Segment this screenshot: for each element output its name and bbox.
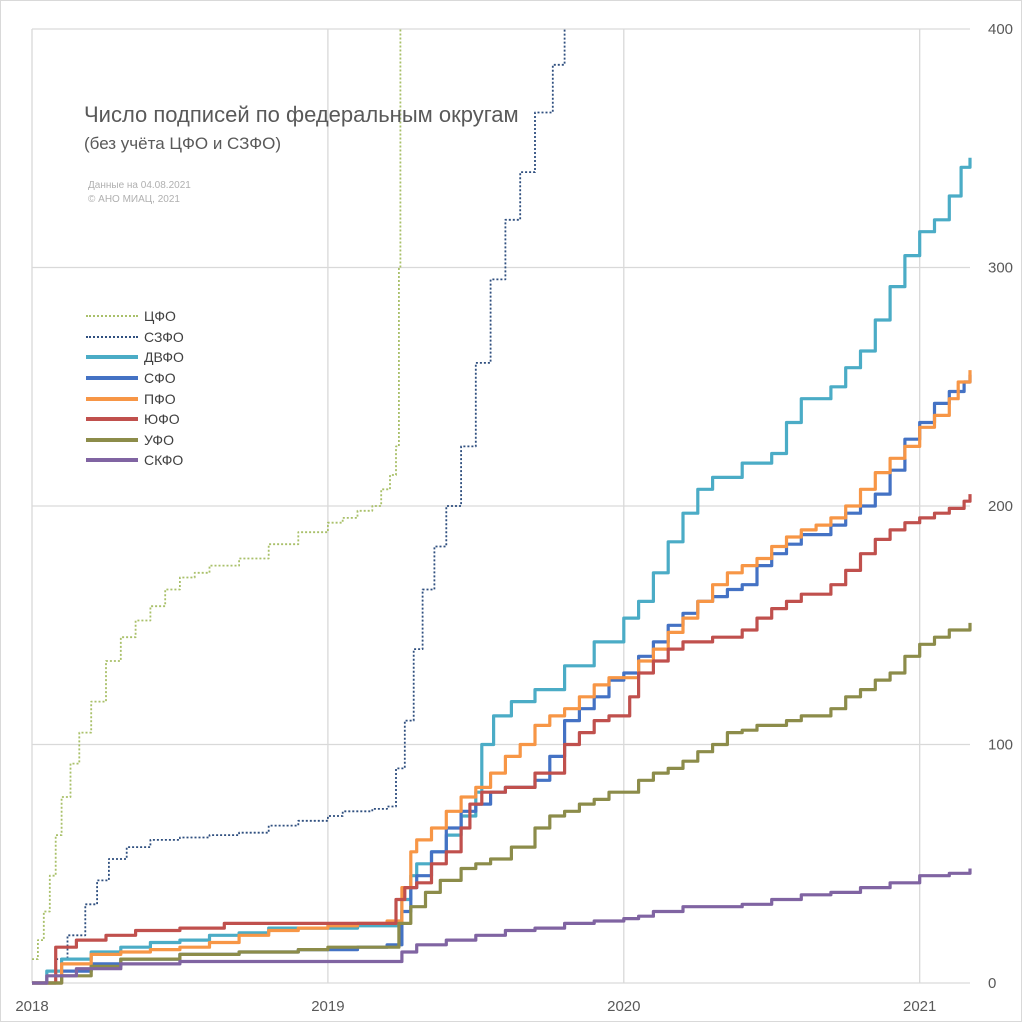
legend-item: ЮФО (86, 409, 184, 430)
legend-swatch (86, 437, 138, 442)
chart-legend: ЦФО СЗФО ДВФО СФО ПФО ЮФО УФО СКФО (86, 306, 184, 471)
series-line-4 (32, 370, 972, 985)
legend-label: ЮФО (144, 411, 180, 428)
legend-label: СФО (144, 370, 176, 387)
legend-label: ДВФО (144, 349, 184, 366)
legend-swatch (86, 315, 138, 318)
legend-item: ЦФО (86, 306, 184, 327)
series-line-7 (32, 868, 972, 985)
legend-label: ПФО (144, 390, 176, 407)
chart-title: Число подписей по федеральным округам (84, 102, 519, 127)
chart-subtitle: (без учёта ЦФО и СЗФО) (84, 134, 282, 153)
legend-swatch (86, 355, 138, 360)
legend-item: ПФО (86, 388, 184, 409)
legend-label: СКФО (144, 452, 184, 469)
legend-label: ЦФО (144, 308, 176, 325)
y-tick-label: 300 (988, 260, 1013, 277)
y-tick-label: 100 (988, 737, 1013, 754)
legend-item: СФО (86, 368, 184, 389)
legend-item: СЗФО (86, 327, 184, 348)
series-line-1 (32, 29, 566, 984)
legend-label: УФО (144, 431, 174, 448)
series-line-0 (32, 29, 402, 960)
series-line-5 (32, 494, 972, 985)
legend-item: УФО (86, 430, 184, 451)
data-date-note: Данные на 04.08.2021 (88, 180, 191, 191)
legend-item: СКФО (86, 450, 184, 471)
series-line-6 (32, 622, 972, 985)
y-tick-label: 200 (988, 498, 1013, 515)
legend-swatch (86, 396, 138, 401)
x-tick-label: 2019 (311, 998, 344, 1015)
x-tick-label: 2018 (15, 998, 48, 1015)
legend-swatch (86, 417, 138, 422)
legend-swatch (86, 458, 138, 463)
legend-swatch (86, 335, 138, 338)
x-tick-label: 2020 (607, 998, 640, 1015)
legend-item: ДВФО (86, 347, 184, 368)
legend-swatch (86, 376, 138, 381)
y-tick-label: 0 (988, 975, 996, 992)
copyright-note: © АНО МИАЦ, 2021 (88, 194, 180, 205)
x-tick-label: 2021 (903, 998, 936, 1015)
y-tick-label: 400 (988, 21, 1013, 38)
legend-label: СЗФО (144, 328, 184, 345)
